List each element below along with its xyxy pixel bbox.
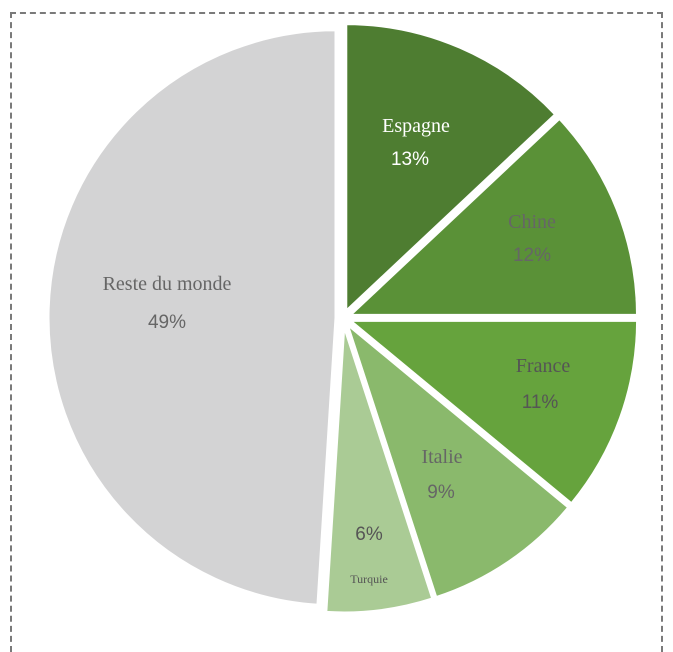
dashed-frame [10, 12, 663, 652]
slice-value-espagne: 13% [391, 149, 429, 170]
slice-label-espagne: Espagne [382, 115, 450, 137]
slice-label-turquie: Turquie [350, 572, 388, 586]
slice-label-italie: Italie [421, 446, 462, 468]
slice-value-france: 11% [522, 392, 559, 413]
slice-value-chine: 12% [513, 245, 551, 266]
slice-value-reste-du-monde: 49% [148, 312, 186, 333]
slice-value-italie: 9% [427, 482, 455, 503]
pie-slice-espagne [344, 22, 558, 316]
slice-label-chine: Chine [508, 211, 556, 233]
pie-slice-turquie [324, 324, 435, 615]
pie-slice-france [345, 318, 640, 507]
slice-label-reste-du-monde: Reste du monde [103, 273, 232, 295]
pie-slice-reste-du-monde [46, 28, 338, 607]
slice-label-france: France [516, 355, 571, 377]
slice-value-turquie: 6% [355, 524, 383, 545]
pie-chart: Espagne 13% Chine 12% France 11% Italie 9% Turqu… [46, 22, 640, 615]
pie-slice-italie [343, 319, 571, 600]
pie-slice-chine [345, 116, 640, 317]
